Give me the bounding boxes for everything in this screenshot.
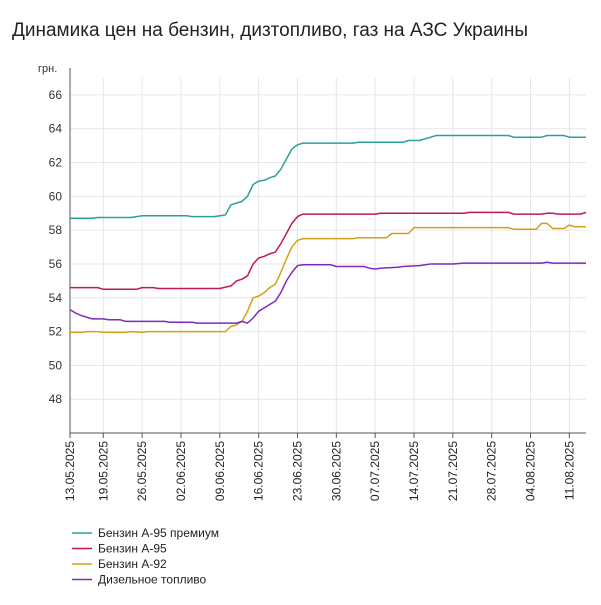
x-tick-label: 23.06.2025 [290,441,304,501]
x-tick-label: 21.07.2025 [446,441,460,501]
x-tick-label: 02.06.2025 [174,441,188,501]
y-tick-label: 58 [49,223,63,237]
series-line-a95-premium [70,134,586,220]
legend-entry-label: Бензин А-95 премиум [98,526,219,540]
y-tick-label: 54 [49,291,63,305]
x-tick-label: 09.06.2025 [213,441,227,501]
chart-title: Динамика цен на бензин, дизтопливо, газ … [12,20,529,41]
x-tick-labels: 13.05.2025 19.05.2025 26.05.2025 02.06.2025… [63,441,576,501]
y-tick-label: 62 [49,156,63,170]
series-line-a92 [70,222,586,334]
x-tick-label: 14.07.2025 [407,441,421,501]
x-tick-label: 04.08.2025 [524,441,538,501]
legend-entry-label: Дизельное топливо [98,573,207,587]
legend-entry-label: Бензин А-92 [98,557,167,571]
series-line-a95 [70,211,587,291]
x-tick-label: 30.06.2025 [329,441,343,501]
series-lines [69,134,587,334]
legend-entry-label: Бензин А-95 [98,542,167,556]
x-tick-label: 19.05.2025 [96,441,110,501]
x-tick-label: 13.05.2025 [63,441,77,501]
y-tick-label: 48 [49,392,63,406]
x-tick-label: 28.07.2025 [485,441,499,501]
x-tick-label: 26.05.2025 [135,441,149,501]
grid [69,78,586,433]
axes: 48 50 52 54 56 58 60 62 64 66 грн. [38,63,586,438]
y-tick-label: 56 [49,257,63,271]
x-tick-label: 16.06.2025 [252,441,266,501]
y-tick-label: 50 [49,358,63,372]
y-axis-unit-label: грн. [38,63,57,75]
y-tick-label: 60 [49,189,63,203]
x-tick-label: 11.08.2025 [562,441,576,500]
x-tick-label: 07.07.2025 [368,441,382,501]
y-tick-label: 52 [49,325,63,339]
series-line-diesel [69,261,586,324]
y-tick-label: 64 [49,122,63,136]
y-tick-label: 66 [49,88,63,102]
